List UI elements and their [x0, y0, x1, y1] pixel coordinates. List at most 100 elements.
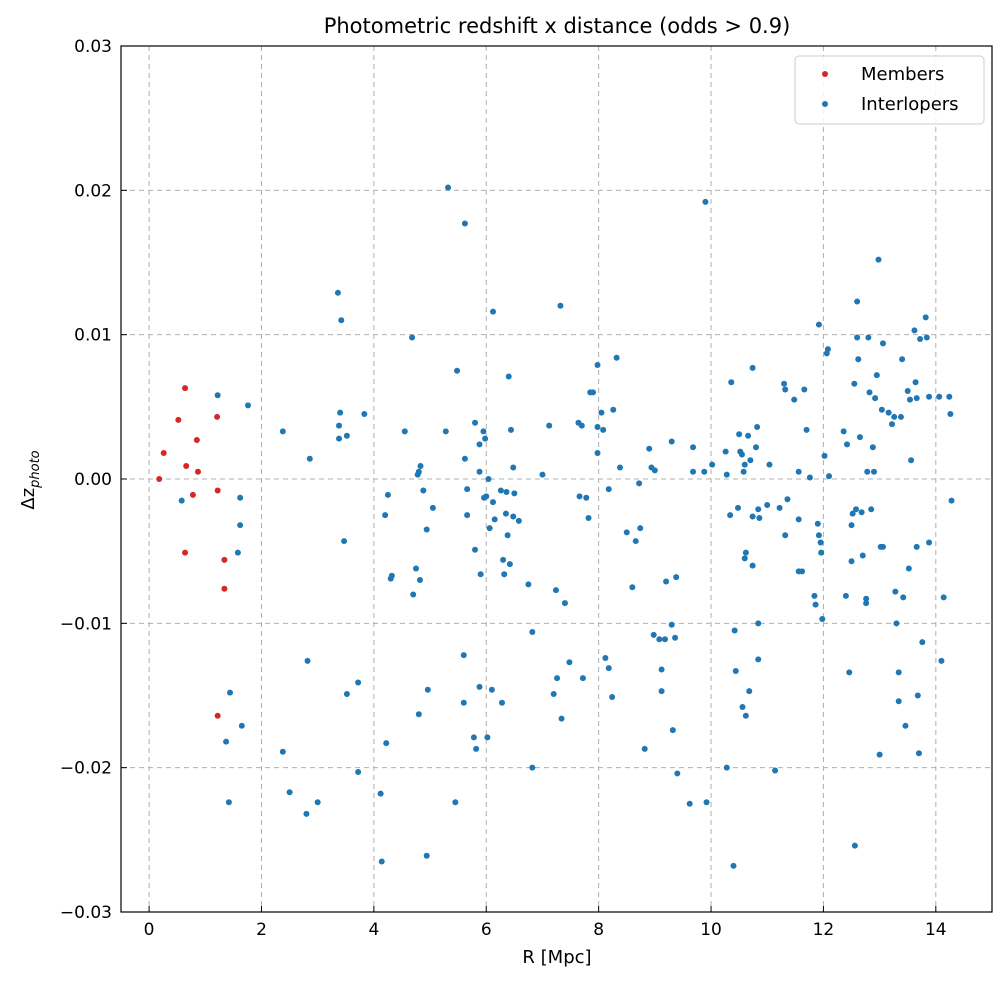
point-interlopers: [781, 380, 788, 387]
point-interlopers: [484, 734, 491, 741]
point-interlopers: [557, 302, 564, 309]
point-interlopers: [286, 789, 293, 796]
point-interlopers: [616, 464, 623, 471]
point-interlopers: [576, 493, 583, 500]
point-interlopers: [856, 434, 863, 441]
point-interlopers: [815, 321, 822, 328]
point-interlopers: [414, 471, 421, 478]
point-interlopers: [746, 688, 753, 695]
point-interlopers: [873, 372, 880, 379]
point-interlopers: [529, 628, 536, 635]
point-interlopers: [869, 444, 876, 451]
point-interlopers: [383, 740, 390, 747]
y-tick-label: 0.03: [74, 37, 112, 57]
point-interlopers: [859, 552, 866, 559]
point-interlopers: [594, 450, 601, 457]
y-tick-label: −0.02: [60, 759, 112, 779]
point-interlopers: [902, 722, 909, 729]
x-axis-label: R [Mpc]: [522, 947, 591, 968]
point-interlopers: [803, 426, 810, 433]
point-interlopers: [423, 852, 430, 859]
point-interlopers: [863, 595, 870, 602]
point-interlopers: [736, 431, 743, 438]
point-interlopers: [341, 538, 348, 545]
point-interlopers: [343, 691, 350, 698]
point-interlopers: [801, 386, 808, 393]
point-interlopers: [791, 396, 798, 403]
point-interlopers: [600, 426, 607, 433]
point-interlopers: [413, 565, 420, 572]
point-interlopers: [473, 745, 480, 752]
point-interlopers: [237, 494, 244, 501]
point-interlopers: [336, 435, 343, 442]
point-interlopers: [632, 538, 639, 545]
point-interlopers: [672, 634, 679, 641]
point-interlopers: [500, 556, 507, 563]
point-interlopers: [663, 578, 670, 585]
point-interlopers: [749, 364, 756, 371]
point-interlopers: [279, 748, 286, 755]
point-interlopers: [605, 665, 612, 672]
point-interlopers: [782, 386, 789, 393]
point-interlopers: [885, 409, 892, 416]
point-interlopers: [594, 424, 601, 431]
point-interlopers: [511, 490, 518, 497]
point-interlopers: [701, 468, 708, 475]
point-interlopers: [938, 657, 945, 664]
point-interlopers: [490, 308, 497, 315]
chart-title: Photometric redshift x distance (odds > …: [324, 14, 791, 38]
point-interlopers: [594, 361, 601, 368]
point-interlopers: [811, 592, 818, 599]
point-interlopers: [415, 711, 422, 718]
point-interlopers: [723, 764, 730, 771]
point-interlopers: [637, 525, 644, 532]
point-interlopers: [605, 486, 612, 493]
point-interlopers: [503, 488, 510, 495]
point-interlopers: [940, 594, 947, 601]
point-interlopers: [799, 568, 806, 575]
point-members: [194, 468, 201, 475]
point-interlopers: [784, 496, 791, 503]
point-interlopers: [875, 256, 882, 263]
point-interlopers: [472, 546, 479, 553]
point-members: [221, 585, 228, 592]
point-members: [175, 416, 182, 423]
point-interlopers: [585, 514, 592, 521]
point-interlopers: [491, 516, 498, 523]
point-interlopers: [739, 704, 746, 711]
point-interlopers: [842, 592, 849, 599]
point-interlopers: [848, 522, 855, 529]
point-interlopers: [480, 428, 487, 435]
point-interlopers: [669, 727, 676, 734]
point-interlopers: [337, 409, 344, 416]
axis-ticks: 0 2 4 6 8 10 12 14 −0.03 −0.02 −0.01 0.00 0.01 0.02 0.…: [60, 37, 947, 940]
point-interlopers: [502, 510, 509, 517]
point-interlopers: [703, 799, 710, 806]
point-interlopers: [590, 389, 597, 396]
point-interlopers: [723, 471, 730, 478]
x-tick-label: 0: [144, 920, 155, 940]
point-interlopers: [690, 468, 697, 475]
point-interlopers: [361, 411, 368, 418]
point-members: [214, 487, 221, 494]
x-tick-label: 6: [481, 920, 492, 940]
point-interlopers: [863, 600, 870, 607]
point-interlopers: [812, 601, 819, 608]
point-interlopers: [237, 522, 244, 529]
legend-marker: [822, 71, 828, 77]
point-interlopers: [740, 468, 747, 475]
point-members: [214, 712, 221, 719]
grid-lines: [121, 46, 992, 912]
x-tick-label: 2: [256, 920, 267, 940]
point-interlopers: [917, 335, 924, 342]
point-interlopers: [636, 480, 643, 487]
point-interlopers: [656, 636, 663, 643]
point-interlopers: [912, 379, 919, 386]
point-interlopers: [742, 549, 749, 556]
point-interlopers: [476, 683, 483, 690]
point-interlopers: [416, 577, 423, 584]
point-interlopers: [461, 220, 468, 227]
point-interlopers: [878, 406, 885, 413]
point-interlopers: [865, 334, 872, 341]
point-interlopers: [946, 393, 953, 400]
